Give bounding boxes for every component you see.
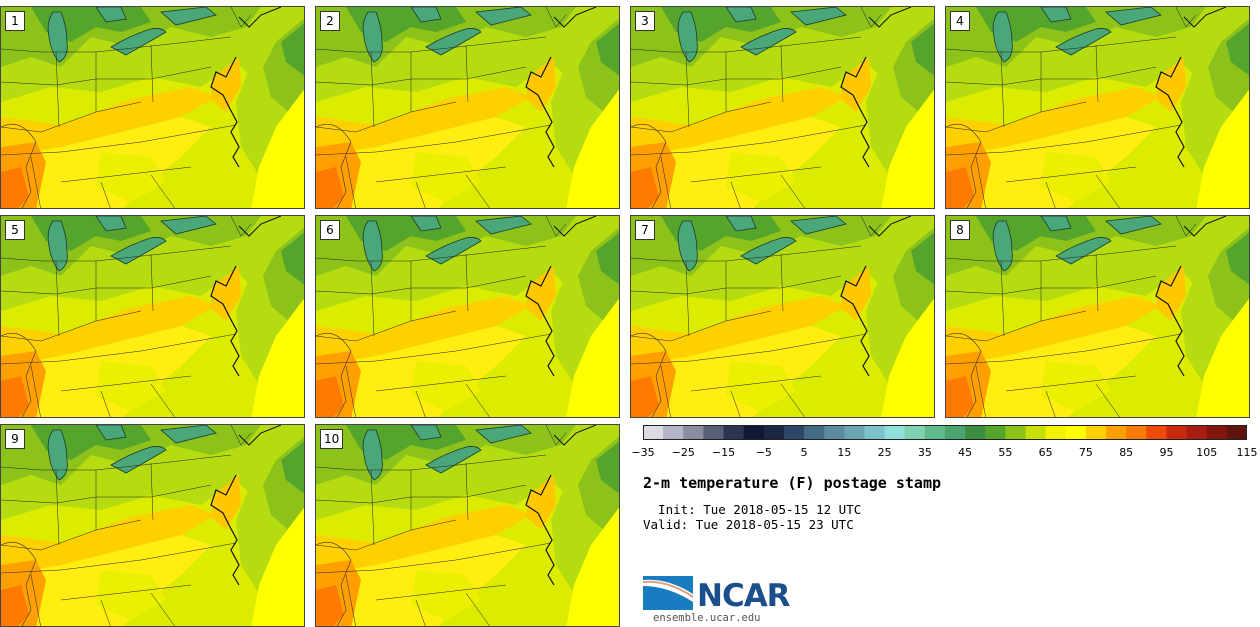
colorbar-swatch bbox=[1166, 425, 1188, 440]
colorbar-swatch bbox=[683, 425, 704, 440]
chart-title: 2-m temperature (F) postage stamp bbox=[643, 474, 942, 492]
colorbar-swatch bbox=[844, 425, 865, 440]
map-panel: 7 bbox=[630, 215, 935, 418]
colorbar-swatch bbox=[804, 425, 825, 440]
map-panel: 5 bbox=[0, 215, 305, 418]
init-time: Init: Tue 2018-05-15 12 UTC bbox=[643, 502, 862, 517]
colorbar bbox=[643, 425, 1247, 440]
map-panel: 8 bbox=[945, 215, 1250, 418]
colorbar-border bbox=[643, 425, 1247, 440]
colorbar-swatch bbox=[743, 425, 765, 440]
colorbar-swatch bbox=[643, 425, 664, 440]
ncar-logo-icon bbox=[643, 576, 694, 610]
colorbar-swatch bbox=[1085, 425, 1107, 440]
colorbar-tick-label: −35 bbox=[631, 446, 655, 459]
colorbar-swatch bbox=[824, 425, 845, 440]
colorbar-swatch bbox=[1126, 425, 1147, 440]
colorbar-tick-label: 35 bbox=[917, 446, 932, 459]
colorbar-swatch bbox=[924, 425, 946, 440]
colorbar-swatch bbox=[1005, 425, 1027, 440]
site-url: ensemble.ucar.edu bbox=[653, 612, 761, 624]
map-panel: 6 bbox=[315, 215, 620, 418]
colorbar-tick-label: −15 bbox=[711, 446, 736, 459]
colorbar-tick-label: 15 bbox=[837, 446, 852, 459]
colorbar-tick-label: 45 bbox=[958, 446, 973, 459]
colorbar-swatch bbox=[1186, 425, 1208, 440]
member-label: 3 bbox=[635, 11, 655, 31]
colorbar-swatch bbox=[763, 425, 785, 440]
colorbar-tick-label: 55 bbox=[998, 446, 1013, 459]
colorbar-swatch bbox=[1106, 425, 1127, 440]
colorbar-tick-label: 75 bbox=[1078, 446, 1093, 459]
colorbar-swatch bbox=[985, 425, 1006, 440]
colorbar-tick-label: 65 bbox=[1038, 446, 1053, 459]
map-panel: 9 bbox=[0, 424, 305, 627]
colorbar-swatch bbox=[965, 425, 986, 440]
colorbar-swatch bbox=[1045, 425, 1067, 440]
colorbar-tick-label: 85 bbox=[1119, 446, 1134, 459]
colorbar-tick-label: −25 bbox=[671, 446, 695, 459]
colorbar-tick-label: 5 bbox=[800, 446, 808, 459]
colorbar-swatch bbox=[884, 425, 906, 440]
map-panel: 4 bbox=[945, 6, 1250, 209]
colorbar-tick-label: 25 bbox=[877, 446, 892, 459]
colorbar-tick-label: −5 bbox=[755, 446, 772, 459]
colorbar-swatch bbox=[1065, 425, 1087, 440]
colorbar-swatch bbox=[783, 425, 805, 440]
colorbar-swatch bbox=[864, 425, 886, 440]
colorbar-swatch bbox=[1146, 425, 1167, 440]
colorbar-swatch bbox=[1226, 425, 1247, 440]
colorbar-tick-label: 115 bbox=[1236, 446, 1258, 459]
colorbar-swatch bbox=[703, 425, 725, 440]
colorbar-swatch bbox=[1025, 425, 1047, 440]
map-panel: 2 bbox=[315, 6, 620, 209]
member-label: 5 bbox=[5, 220, 25, 240]
map-panel: 10 bbox=[315, 424, 620, 627]
member-label: 4 bbox=[950, 11, 970, 31]
colorbar-swatch bbox=[663, 425, 684, 440]
member-label: 8 bbox=[950, 220, 970, 240]
member-label: 7 bbox=[635, 220, 655, 240]
member-label: 6 bbox=[320, 220, 340, 240]
ncar-logo-text: NCAR bbox=[697, 578, 791, 614]
colorbar-swatch bbox=[1206, 425, 1228, 440]
member-label: 9 bbox=[5, 429, 25, 449]
valid-time: Valid: Tue 2018-05-15 23 UTC bbox=[643, 517, 854, 532]
colorbar-swatch bbox=[945, 425, 966, 440]
colorbar-tick-label: 95 bbox=[1159, 446, 1174, 459]
member-label: 1 bbox=[5, 11, 25, 31]
colorbar-tick-label: 105 bbox=[1196, 446, 1218, 459]
colorbar-swatch bbox=[904, 425, 926, 440]
map-panel: 3 bbox=[630, 6, 935, 209]
colorbar-swatch bbox=[723, 425, 745, 440]
member-label: 10 bbox=[320, 429, 344, 449]
member-label: 2 bbox=[320, 11, 340, 31]
map-panel: 1 bbox=[0, 6, 305, 209]
